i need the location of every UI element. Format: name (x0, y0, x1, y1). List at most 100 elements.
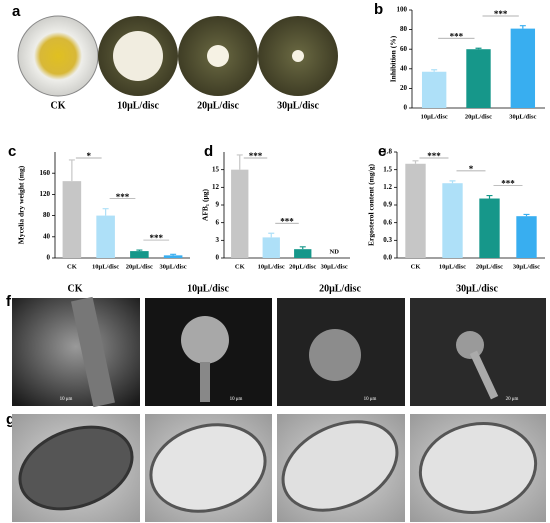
panel-letter: g (6, 411, 15, 428)
cell (149, 423, 267, 513)
y-tick-label: 6 (216, 218, 220, 226)
error-bar (299, 246, 306, 250)
y-tick-label: 0.0 (383, 254, 392, 262)
panel-letter: f (6, 293, 12, 310)
x-tick-label: 30μL/disc (513, 263, 540, 270)
bar (510, 28, 536, 108)
significance-label: *** (249, 151, 263, 161)
y-tick-label: 120 (40, 190, 51, 198)
bar (516, 216, 537, 258)
error-bar (519, 25, 526, 29)
x-tick-label: CK (411, 263, 421, 270)
error-bar (170, 253, 177, 256)
y-tick-label: 15 (212, 165, 220, 173)
conidial-head (181, 316, 229, 364)
panel-letter: d (204, 143, 213, 160)
error-bar (412, 160, 419, 164)
colony (292, 50, 304, 62)
y-tick-label: 0.9 (383, 201, 392, 209)
error-bar (449, 180, 456, 184)
image-label: 30μL/disc (456, 283, 498, 294)
panel-letter: e (378, 143, 386, 160)
plate-label: 20μL/disc (197, 100, 239, 111)
y-tick-label: 0 (47, 254, 51, 262)
image-label: 20μL/disc (319, 283, 361, 294)
hypha (200, 362, 210, 402)
hypha (469, 350, 499, 400)
panel-letter: c (8, 143, 16, 160)
significance-label: *** (116, 192, 130, 202)
y-tick-label: 0.3 (383, 236, 392, 244)
hypha (71, 296, 115, 408)
x-tick-label: 10μL/disc (258, 263, 285, 270)
x-tick-label: 10μL/disc (92, 263, 119, 270)
error-bar (236, 154, 243, 170)
significance-label: * (87, 151, 92, 161)
y-tick-label: 40 (43, 232, 51, 240)
y-tick-label: 40 (400, 64, 408, 72)
significance-label: *** (450, 31, 464, 41)
panel-letter: a (12, 3, 21, 20)
error-bar (102, 208, 109, 216)
y-axis-label: Ergosterol content (mg/g) (367, 164, 376, 246)
y-tick-label: 60 (400, 45, 408, 53)
error-bar (431, 69, 438, 72)
bar (294, 249, 312, 258)
colony (113, 31, 163, 81)
bar (405, 163, 426, 258)
conidial-head (309, 329, 361, 381)
x-tick-label: 20μL/disc (289, 263, 316, 270)
y-tick-label: 100 (397, 6, 408, 14)
scale-bar-label: 20 μm (506, 397, 519, 402)
significance-label: *** (427, 151, 441, 161)
y-tick-label: 0 (404, 104, 408, 112)
bar (96, 215, 115, 258)
y-tick-label: 12 (212, 183, 220, 191)
bar (231, 169, 249, 258)
error-bar (136, 249, 143, 252)
significance-label: * (469, 164, 474, 174)
bar (479, 198, 500, 258)
conidial-head (456, 331, 484, 359)
bar (466, 49, 491, 108)
error-bar (523, 213, 530, 217)
bar (130, 251, 149, 258)
y-tick-label: 80 (43, 211, 51, 219)
error-bar (475, 47, 482, 50)
y-axis-label: Mycelia dry weight (mg) (17, 165, 26, 244)
value-label: ND (330, 248, 340, 255)
petri-dish (17, 15, 99, 97)
x-tick-label: 30μL/disc (160, 263, 187, 270)
significance-label: *** (501, 179, 515, 189)
y-tick-label: 1.8 (383, 148, 392, 156)
cell (281, 420, 399, 512)
x-tick-label: 20μL/disc (126, 263, 153, 270)
bar (262, 237, 280, 258)
x-tick-label: CK (67, 263, 77, 270)
y-tick-label: 3 (216, 236, 220, 244)
y-tick-label: 80 (400, 25, 408, 33)
image-label: CK (68, 283, 83, 294)
y-tick-label: 1.5 (383, 165, 392, 173)
sem-images (12, 296, 546, 408)
error-bar (268, 232, 275, 238)
bar (442, 183, 463, 258)
scale-bar-label: 10 μm (364, 397, 377, 402)
bar (62, 181, 82, 258)
plate-label: CK (51, 100, 66, 111)
y-tick-label: 0 (216, 254, 220, 262)
error-bar (68, 159, 75, 182)
cell (418, 422, 538, 514)
bar (163, 255, 183, 258)
panel-letter: b (374, 1, 383, 18)
y-tick-label: 20 (400, 84, 408, 92)
y-axis-label: AFB₁ (μg) (201, 188, 210, 221)
x-tick-label: 10μL/disc (421, 113, 448, 120)
image-label: 10μL/disc (187, 283, 229, 294)
scale-bar-label: 10 μm (230, 397, 243, 402)
x-tick-label: 10μL/disc (439, 263, 466, 270)
x-tick-label: 20μL/disc (465, 113, 492, 120)
y-tick-label: 160 (40, 169, 51, 177)
